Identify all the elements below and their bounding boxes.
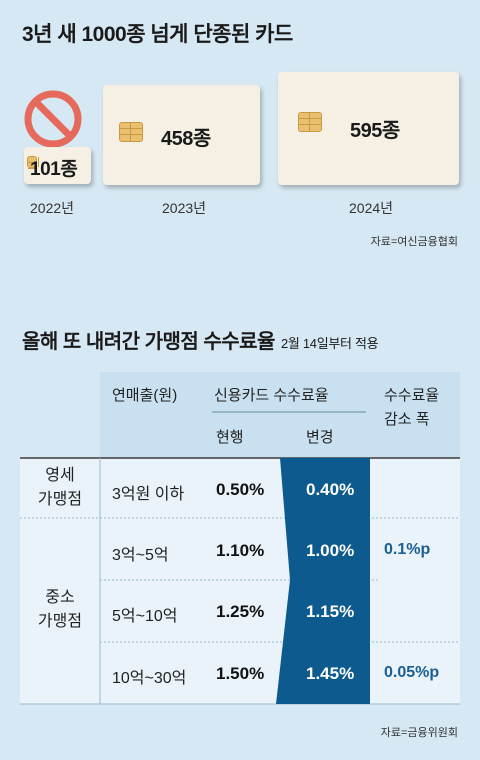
row-changed-2: 1.15% xyxy=(306,602,355,621)
year-label-2023: 2023년 xyxy=(162,200,207,216)
row-current-3: 1.50% xyxy=(216,664,265,683)
fee-table-note: 2월 14일부터 적용 xyxy=(280,336,379,351)
header-current: 현행 xyxy=(216,429,244,446)
header-sales: 연매출(원) xyxy=(112,387,178,404)
table-corner-bg xyxy=(20,372,100,458)
row-sales-0: 3억원 이하 xyxy=(112,486,185,503)
row-sales-3: 10억~30억 xyxy=(112,670,187,687)
card-value-2024: 595종 xyxy=(350,120,400,142)
card-2023: 458종 xyxy=(103,85,260,185)
year-label-2022: 2022년 xyxy=(30,200,75,216)
group-medium-line1: 중소 xyxy=(45,589,75,606)
group-medium: 중소 가맹점 xyxy=(28,586,92,634)
row-sales-1: 3억~5억 xyxy=(112,547,169,564)
card-2022: 101종 xyxy=(24,147,91,184)
row-current-2: 1.25% xyxy=(216,602,265,621)
group-small-line1: 영세 xyxy=(45,467,75,484)
card-value-2022: 101종 xyxy=(30,159,78,180)
year-label-2024: 2024년 xyxy=(349,200,394,216)
header-reduction-2: 감소 폭 xyxy=(384,411,430,428)
row-current-0: 0.50% xyxy=(216,480,265,499)
header-credit-rate: 신용카드 수수료율 xyxy=(214,387,329,404)
group-medium-line2: 가맹점 xyxy=(37,613,83,630)
prohibit-icon xyxy=(24,90,82,148)
chip-icon xyxy=(27,156,39,169)
row-changed-1: 1.00% xyxy=(306,541,355,560)
group-small-line2: 가맹점 xyxy=(37,491,83,508)
card-value-2023: 458종 xyxy=(161,128,211,150)
fee-table-title-text: 올해 또 내려간 가맹점 수수료율 xyxy=(22,331,275,353)
cards-chart-title: 3년 새 1000종 넘게 단종된 카드 xyxy=(22,23,293,46)
cards-source: 자료=여신금융협회 xyxy=(370,236,458,248)
card-2024: 595종 xyxy=(278,72,459,185)
row-sales-2: 5억~10억 xyxy=(112,608,178,625)
reduction-value-0: 0.1%p xyxy=(384,541,431,558)
changed-column-highlight xyxy=(276,458,370,704)
fee-source: 자료=금융위원회 xyxy=(380,727,458,739)
fee-table-title: 올해 또 내려간 가맹점 수수료율 2월 14일부터 적용 xyxy=(22,325,379,354)
row-changed-3: 1.45% xyxy=(306,664,355,683)
chip-icon xyxy=(119,122,143,142)
header-changed: 변경 xyxy=(306,429,334,446)
reduction-value-1: 0.05%p xyxy=(384,664,440,681)
chip-icon xyxy=(298,112,322,132)
row-current-1: 1.10% xyxy=(216,541,265,560)
row-changed-0: 0.40% xyxy=(306,480,355,499)
group-small: 영세 가맹점 xyxy=(28,464,92,512)
table-header-bg xyxy=(100,372,460,458)
header-reduction-1: 수수료율 xyxy=(384,387,440,404)
